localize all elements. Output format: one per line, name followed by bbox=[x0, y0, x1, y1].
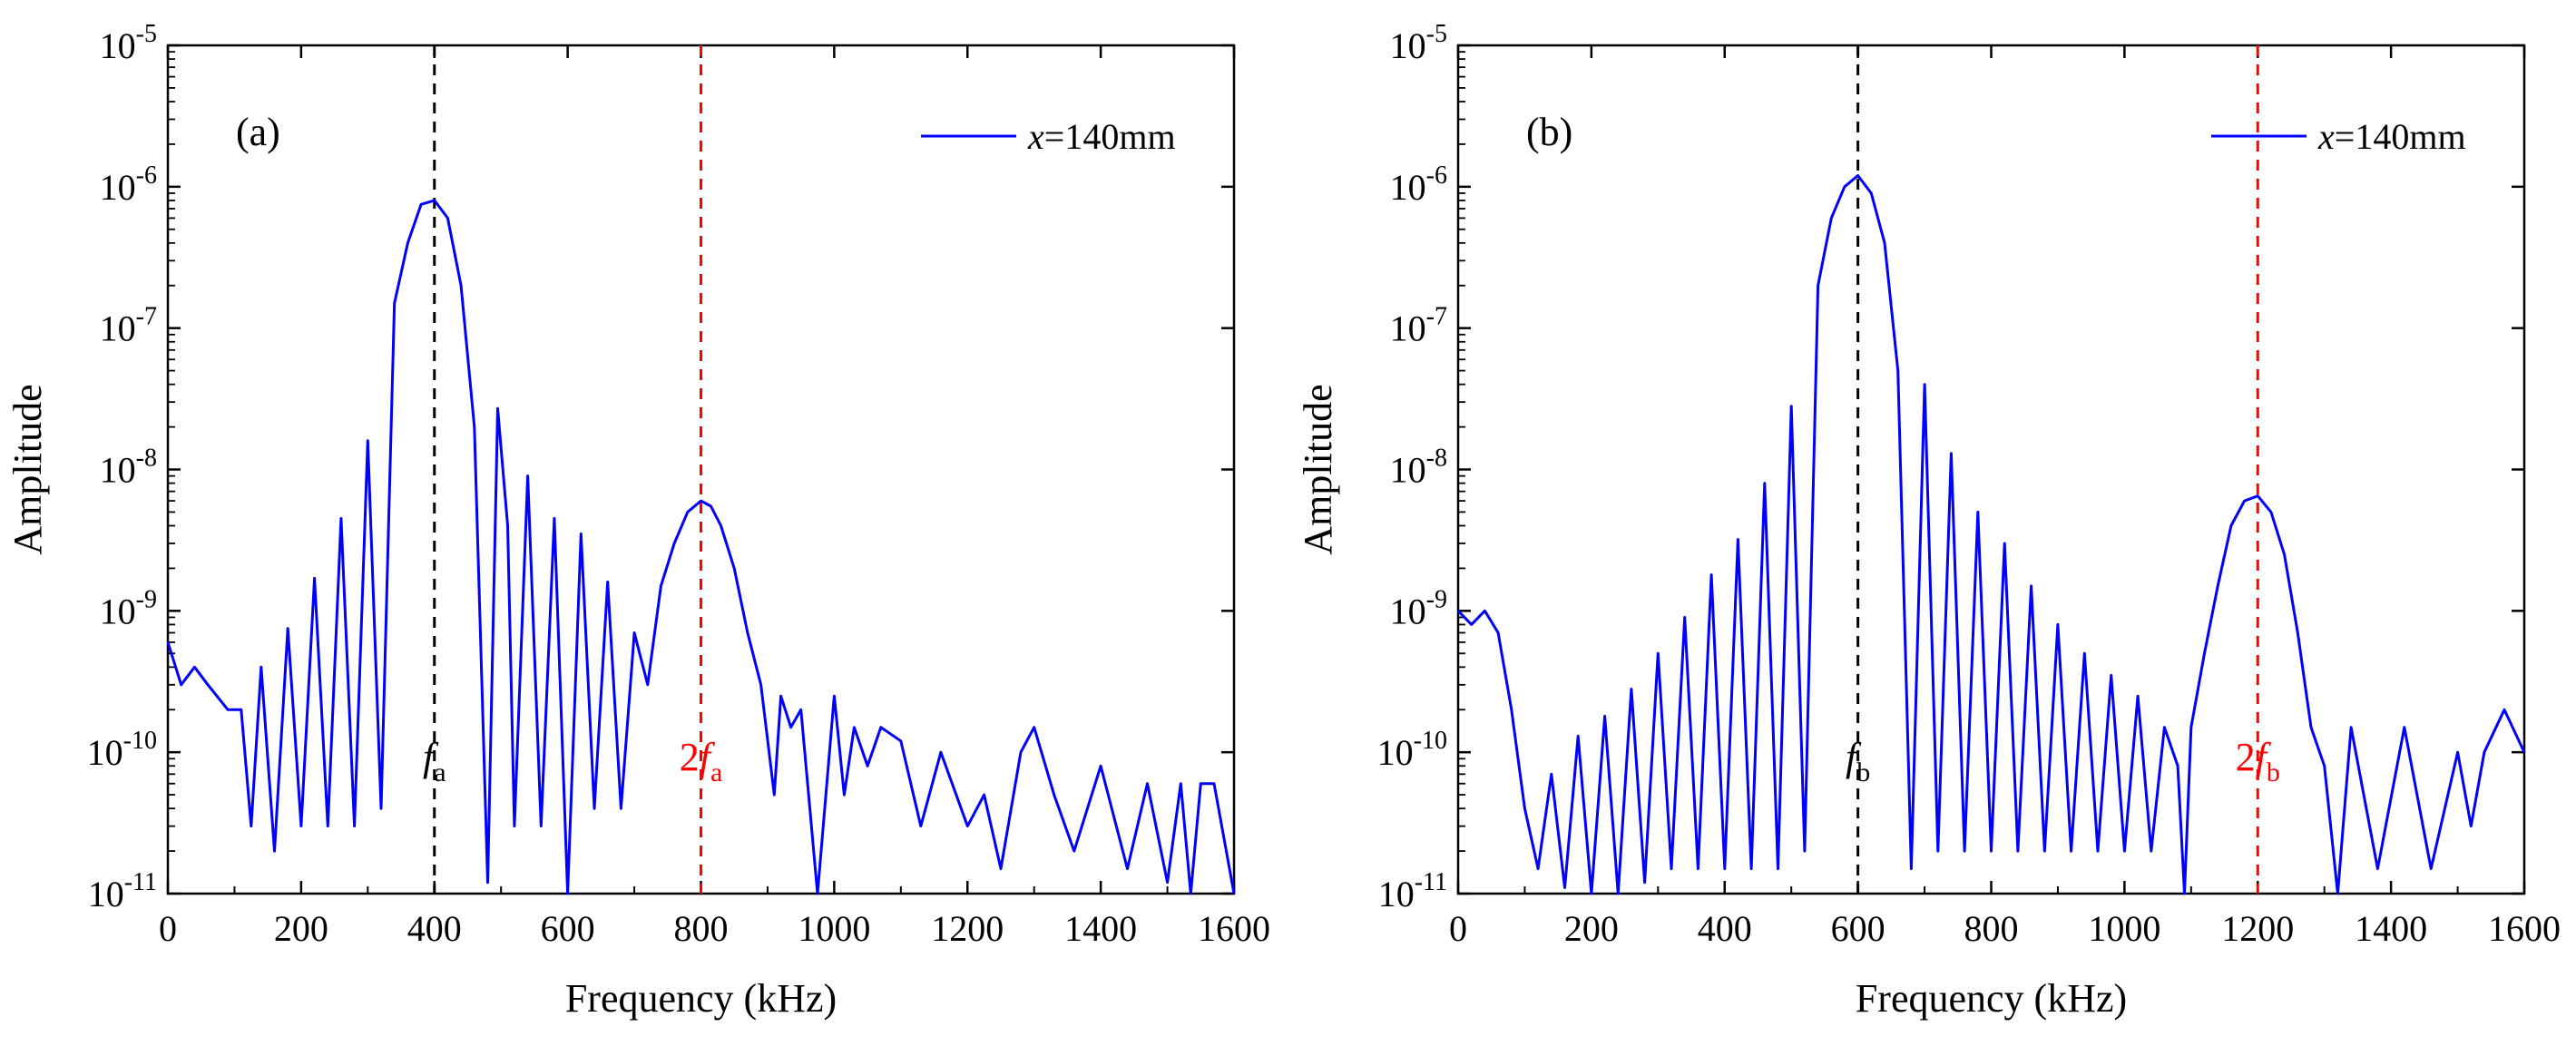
frequency-marker-label: fb bbox=[1846, 735, 1870, 787]
x-axis-title: Frequency (kHz) bbox=[565, 976, 837, 1021]
y-axis-title: Amplitude bbox=[1296, 384, 1340, 554]
y-tick-label: 10-7 bbox=[1390, 303, 1447, 349]
y-axis-title: Amplitude bbox=[5, 384, 50, 554]
y-tick-label: 10-5 bbox=[100, 20, 157, 66]
y-tick-label: 10-6 bbox=[100, 161, 157, 208]
x-tick-label: 200 bbox=[1564, 908, 1619, 949]
x-tick-label: 400 bbox=[407, 908, 462, 949]
x-tick-label: 0 bbox=[159, 908, 177, 949]
x-tick-label: 1000 bbox=[798, 908, 870, 949]
chart-panel-1: 0 200 400 600 800 1000 1200 1400 1600 10-11 10-10 1… bbox=[5, 20, 1270, 1021]
panel-label: (b) bbox=[1526, 110, 1572, 154]
plot-frame bbox=[1456, 44, 2526, 895]
series-line bbox=[166, 199, 1236, 895]
x-tick-label: 1200 bbox=[2221, 908, 2294, 949]
y-tick-label: 10-8 bbox=[1390, 445, 1447, 491]
y-tick-label: 10-10 bbox=[1377, 727, 1447, 773]
x-axis-title: Frequency (kHz) bbox=[1856, 976, 2127, 1021]
legend-label: x=140mm bbox=[1027, 116, 1176, 157]
y-tick-label: 10-10 bbox=[87, 727, 157, 773]
y-tick-label: 10-11 bbox=[88, 868, 157, 914]
chart-panel-2: 0 200 400 600 800 1000 1200 1400 1600 10-11 10-10 1… bbox=[1296, 20, 2561, 1021]
x-tick-label: 1400 bbox=[2355, 908, 2427, 949]
x-tick-label: 1000 bbox=[2088, 908, 2160, 949]
x-tick-label: 800 bbox=[674, 908, 729, 949]
x-tick-label: 1600 bbox=[2488, 908, 2561, 949]
x-tick-label: 600 bbox=[541, 908, 595, 949]
y-tick-label: 10-5 bbox=[1390, 20, 1447, 66]
x-tick-label: 400 bbox=[1698, 908, 1752, 949]
x-tick-label: 0 bbox=[1449, 908, 1467, 949]
legend-label: x=140mm bbox=[2317, 116, 2466, 157]
y-tick-label: 10-7 bbox=[100, 303, 157, 349]
y-tick-label: 10-11 bbox=[1378, 868, 1447, 914]
panel-label: (a) bbox=[236, 110, 280, 154]
y-tick-label: 10-9 bbox=[100, 585, 157, 631]
series-line bbox=[1456, 174, 2526, 895]
x-tick-label: 1600 bbox=[1198, 908, 1270, 949]
frequency-marker-label: fa bbox=[423, 735, 446, 787]
x-tick-label: 1200 bbox=[931, 908, 1004, 949]
y-tick-label: 10-8 bbox=[100, 445, 157, 491]
x-tick-label: 1400 bbox=[1064, 908, 1137, 949]
y-tick-label: 10-6 bbox=[1390, 161, 1447, 208]
frequency-marker-label: 2fa bbox=[680, 735, 723, 787]
x-tick-label: 800 bbox=[1964, 908, 2019, 949]
x-tick-label: 600 bbox=[1831, 908, 1885, 949]
x-tick-label: 200 bbox=[274, 908, 328, 949]
y-tick-label: 10-9 bbox=[1390, 585, 1447, 631]
